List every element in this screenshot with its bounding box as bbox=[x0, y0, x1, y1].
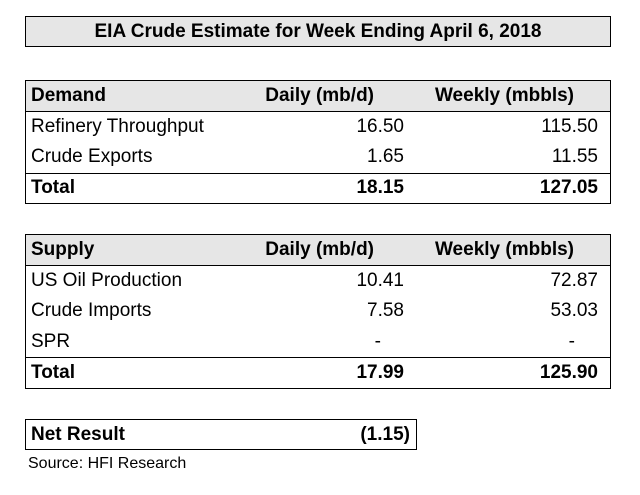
total-label: Total bbox=[31, 177, 75, 199]
report-title-text: EIA Crude Estimate for Week Ending April… bbox=[94, 20, 542, 42]
row-daily-value: 16.50 bbox=[356, 115, 404, 137]
row-label: SPR bbox=[31, 330, 71, 352]
total-daily-value: 17.99 bbox=[356, 361, 404, 383]
total-label: Total bbox=[31, 361, 75, 383]
table-row: Refinery Throughput 16.50 115.50 bbox=[26, 112, 610, 143]
demand-header-weekly: Weekly (mbbls) bbox=[434, 84, 574, 106]
row-label: Crude Imports bbox=[31, 300, 152, 322]
supply-total-row: Total 17.99 125.90 bbox=[26, 357, 610, 388]
row-daily-value: - bbox=[374, 330, 381, 352]
row-weekly-value: 53.03 bbox=[550, 300, 598, 322]
row-daily-value: 10.41 bbox=[356, 269, 404, 291]
supply-header-daily: Daily (mb/d) bbox=[265, 238, 374, 260]
row-daily-value: 7.58 bbox=[367, 300, 404, 322]
demand-header-row: Demand Daily (mb/d) Weekly (mbbls) bbox=[26, 81, 610, 112]
row-label: Refinery Throughput bbox=[31, 115, 204, 137]
row-daily-value: 1.65 bbox=[367, 146, 404, 168]
total-weekly-value: 127.05 bbox=[539, 177, 598, 199]
supply-header-label: Supply bbox=[31, 238, 95, 260]
supply-header-row: Supply Daily (mb/d) Weekly (mbbls) bbox=[26, 235, 610, 266]
demand-header-label: Demand bbox=[31, 84, 106, 106]
net-result-label: Net Result bbox=[31, 423, 125, 445]
demand-total-row: Total 18.15 127.05 bbox=[26, 172, 610, 204]
net-result-value: (1.15) bbox=[360, 423, 410, 445]
table-row: US Oil Production 10.41 72.87 bbox=[26, 266, 610, 297]
total-daily-value: 18.15 bbox=[356, 177, 404, 199]
demand-table: Demand Daily (mb/d) Weekly (mbbls) Refin… bbox=[25, 80, 611, 204]
supply-header-weekly: Weekly (mbbls) bbox=[434, 238, 574, 260]
net-result-box: Net Result (1.15) bbox=[25, 419, 417, 450]
row-weekly-value: - bbox=[568, 330, 575, 352]
table-row: SPR - - bbox=[26, 327, 610, 358]
row-weekly-value: 11.55 bbox=[551, 146, 598, 168]
supply-table: Supply Daily (mb/d) Weekly (mbbls) US Oi… bbox=[25, 234, 611, 389]
demand-header-daily: Daily (mb/d) bbox=[265, 84, 374, 106]
table-row: Crude Exports 1.65 11.55 bbox=[26, 142, 610, 173]
row-weekly-value: 72.87 bbox=[550, 269, 598, 291]
row-label: US Oil Production bbox=[31, 269, 183, 291]
row-label: Crude Exports bbox=[31, 146, 153, 168]
table-row: Crude Imports 7.58 53.03 bbox=[26, 296, 610, 327]
source-note: Source: HFI Research bbox=[28, 455, 187, 472]
total-weekly-value: 125.90 bbox=[539, 361, 598, 383]
row-weekly-value: 115.50 bbox=[541, 115, 598, 137]
report-title: EIA Crude Estimate for Week Ending April… bbox=[25, 16, 611, 47]
